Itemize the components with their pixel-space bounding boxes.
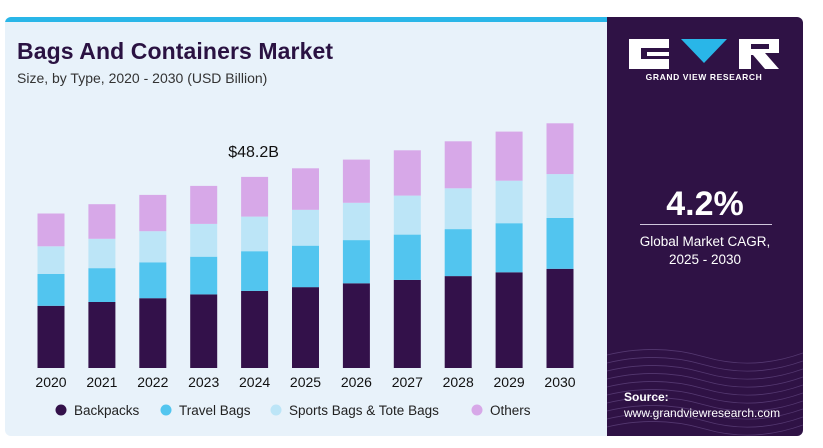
bar-travel-bags-2026 (342, 240, 370, 284)
source-label: Source: (624, 390, 669, 404)
brand-name: GRAND VIEW RESEARCH (645, 72, 763, 82)
bar-travel-bags-2029 (495, 223, 523, 273)
bar-travel-bags-2030 (546, 218, 574, 269)
annotations-layer: $48.2B (228, 144, 279, 161)
bar-sports-bags-and-tote-bags-2020 (37, 246, 65, 274)
bar-travel-bags-2025 (292, 245, 319, 288)
bar-sports-bags-and-tote-bags-2028 (444, 188, 472, 230)
bar-backpacks-2025 (292, 287, 319, 368)
bar-others-2025 (292, 168, 319, 210)
bar-backpacks-2022 (139, 298, 167, 368)
x-tick-2021: 2021 (86, 374, 117, 390)
brand-logo-icon (629, 39, 779, 69)
x-tick-2028: 2028 (443, 374, 474, 390)
bar-travel-bags-2021 (88, 268, 116, 302)
bar-sports-bags-and-tote-bags-2027 (393, 195, 421, 235)
legend-marker-backpacks (55, 404, 67, 416)
x-tick-2023: 2023 (188, 374, 219, 390)
side-panel: GRAND VIEW RESEARCH 4.2% Global Market C… (607, 17, 803, 436)
x-tick-2025: 2025 (290, 374, 321, 390)
chart-title: Bags And Containers Market (17, 38, 334, 64)
bar-backpacks-2020 (37, 305, 65, 368)
bar-backpacks-2029 (495, 272, 523, 368)
bar-travel-bags-2028 (444, 229, 472, 277)
legend-label-sports-bags-and-tote-bags: Sports Bags & Tote Bags (289, 403, 439, 418)
legend-marker-others (471, 404, 483, 416)
bar-others-2020 (37, 213, 65, 247)
legend-marker-travel-bags (160, 404, 172, 416)
bar-others-2027 (393, 150, 421, 196)
bar-backpacks-2027 (393, 279, 421, 368)
bar-others-2024 (241, 176, 269, 217)
infographic-card: Bags And Containers Market Size, by Type… (5, 17, 803, 436)
cagr-divider (640, 224, 772, 225)
bar-others-2023 (190, 185, 218, 224)
x-tick-2024: 2024 (239, 374, 270, 390)
bar-travel-bags-2022 (139, 262, 167, 299)
accent-bar (5, 17, 609, 22)
x-tick-2030: 2030 (544, 374, 575, 390)
x-tick-2026: 2026 (341, 374, 372, 390)
source-url: www.grandviewresearch.com (624, 406, 781, 420)
legend-marker-sports-bags-and-tote-bags (270, 404, 282, 416)
bar-sports-bags-and-tote-bags-2026 (342, 202, 370, 241)
x-axis-ticks: 2020 2021 2022 2023 2024 2025 2026 2027 2028 2029… (35, 374, 575, 390)
bar-backpacks-2021 (88, 302, 116, 368)
chart-subtitle: Size, by Type, 2020 - 2030 (USD Billion) (17, 70, 268, 86)
bar-travel-bags-2023 (190, 256, 218, 295)
annotation-2024: $48.2B (228, 144, 279, 161)
cagr-value: 4.2% (666, 185, 744, 223)
bar-backpacks-2028 (444, 276, 472, 368)
bar-others-2030 (546, 123, 574, 175)
bar-sports-bags-and-tote-bags-2024 (241, 216, 269, 252)
bar-others-2026 (342, 159, 370, 203)
legend-label-backpacks: Backpacks (74, 403, 140, 418)
bars-layer (37, 123, 574, 368)
bar-sports-bags-and-tote-bags-2030 (546, 174, 574, 218)
legend: Backpacks Travel Bags Sports Bags & Tote B… (55, 403, 531, 418)
bar-travel-bags-2024 (241, 251, 269, 291)
wave-decoration (607, 349, 803, 436)
bar-travel-bags-2020 (37, 274, 65, 306)
bar-sports-bags-and-tote-bags-2021 (88, 238, 116, 269)
bar-backpacks-2026 (342, 283, 370, 368)
bar-sports-bags-and-tote-bags-2025 (292, 209, 319, 246)
legend-label-others: Others (490, 403, 531, 418)
bar-others-2021 (88, 204, 116, 239)
bar-backpacks-2030 (546, 268, 574, 368)
bar-others-2022 (139, 194, 167, 232)
legend-label-travel-bags: Travel Bags (179, 403, 251, 418)
x-tick-2022: 2022 (137, 374, 168, 390)
x-tick-2020: 2020 (35, 374, 66, 390)
bar-others-2029 (495, 131, 523, 181)
bar-sports-bags-and-tote-bags-2029 (495, 180, 523, 224)
cagr-label: Global Market CAGR, 2025 - 2030 (639, 234, 771, 267)
bar-backpacks-2024 (241, 290, 269, 368)
bar-sports-bags-and-tote-bags-2022 (139, 231, 167, 263)
stacked-bar-chart: 2020 2021 2022 2023 2024 2025 2026 2027 2028 2029… (35, 123, 576, 418)
bar-backpacks-2023 (190, 294, 218, 368)
bar-sports-bags-and-tote-bags-2023 (190, 223, 218, 257)
bar-others-2028 (444, 141, 472, 189)
bar-travel-bags-2027 (393, 234, 421, 280)
x-tick-2027: 2027 (392, 374, 423, 390)
x-tick-2029: 2029 (494, 374, 525, 390)
